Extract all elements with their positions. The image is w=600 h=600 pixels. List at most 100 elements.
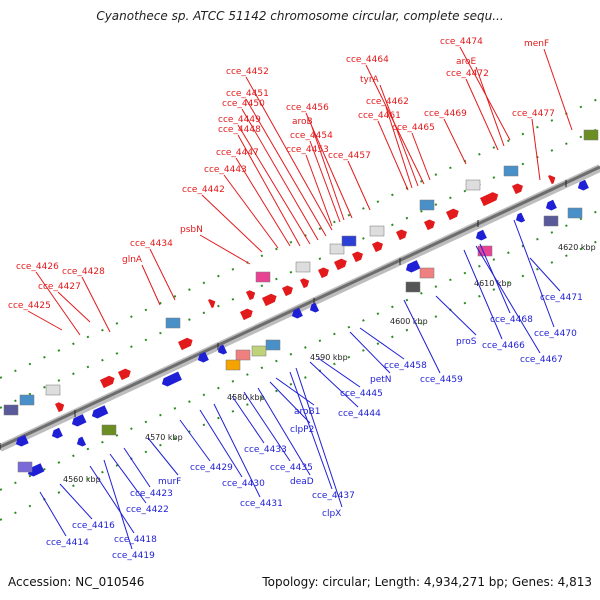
gene-box[interactable]	[419, 199, 435, 211]
forward-gene-label[interactable]: cce_4428	[62, 267, 105, 277]
gene-arrow[interactable]	[240, 307, 255, 321]
gene-box[interactable]	[405, 281, 421, 293]
forward-gene-label[interactable]: cce_4461	[358, 111, 401, 121]
reverse-gene-label[interactable]: cce_4444	[338, 409, 381, 419]
reverse-gene-label[interactable]: cce_4458	[384, 361, 427, 371]
forward-gene-label[interactable]: cce_4450	[222, 99, 265, 109]
forward-gene-label[interactable]: cce_4477	[512, 109, 555, 119]
forward-gene-label[interactable]: cce_4457	[328, 151, 371, 161]
gene-box[interactable]	[19, 394, 35, 406]
gene-arrow[interactable]	[70, 414, 87, 428]
gene-box[interactable]	[165, 317, 181, 329]
reverse-gene-label[interactable]: cce_4470	[534, 329, 577, 339]
gene-arrow[interactable]	[396, 228, 409, 241]
gene-arrow[interactable]	[404, 260, 421, 274]
reverse-gene-label[interactable]: cce_4435	[270, 463, 313, 473]
reverse-gene-label[interactable]: cce_4437	[312, 491, 355, 501]
gene-box[interactable]	[583, 129, 599, 141]
gene-arrow[interactable]	[50, 427, 63, 440]
gene-box[interactable]	[45, 384, 61, 396]
gene-arrow[interactable]	[160, 371, 182, 389]
forward-gene-label[interactable]: cce_4442	[182, 185, 225, 195]
forward-gene-label[interactable]: cce_4465	[392, 123, 435, 133]
reverse-gene-label[interactable]: cce_4445	[340, 389, 383, 399]
gene-box[interactable]	[567, 207, 583, 219]
gene-arrow[interactable]	[90, 405, 109, 420]
gene-arrow[interactable]	[100, 374, 116, 389]
forward-gene-label[interactable]: cce_4426	[16, 262, 59, 272]
forward-gene-label[interactable]: cce_4472	[446, 69, 489, 79]
reverse-gene-label[interactable]: cce_4429	[190, 463, 233, 473]
reverse-gene-label[interactable]: murF	[158, 477, 181, 487]
reverse-gene-label[interactable]: clpX	[322, 509, 341, 519]
forward-gene-label[interactable]: cce_4454	[290, 131, 333, 141]
gene-box[interactable]	[235, 349, 251, 361]
forward-gene-label[interactable]: cce_4464	[346, 55, 389, 65]
forward-gene-label[interactable]: cce_4474	[440, 37, 483, 47]
gene-arrow[interactable]	[446, 207, 461, 221]
forward-gene-label[interactable]: cce_4434	[130, 239, 173, 249]
gene-arrow[interactable]	[178, 336, 194, 351]
gene-arrow[interactable]	[576, 179, 589, 192]
gene-box[interactable]	[369, 225, 385, 237]
forward-gene-label[interactable]: psbN	[180, 225, 203, 235]
gene-arrow[interactable]	[318, 266, 331, 279]
reverse-gene-label[interactable]: cce_4431	[240, 499, 283, 509]
forward-gene-label[interactable]: cce_4448	[218, 125, 261, 135]
forward-gene-label[interactable]: cce_4452	[226, 67, 269, 77]
gene-box[interactable]	[465, 179, 481, 191]
reverse-gene-label[interactable]: cce_4419	[112, 551, 155, 561]
gene-arrow[interactable]	[372, 240, 385, 253]
gene-box[interactable]	[503, 165, 519, 177]
gene-arrow[interactable]	[514, 212, 526, 225]
reverse-gene-label[interactable]: cce_4433	[244, 445, 287, 455]
reverse-gene-label[interactable]: cce_4468	[490, 315, 533, 325]
gene-arrow[interactable]	[474, 229, 487, 242]
forward-gene-label[interactable]: cce_4427	[38, 282, 81, 292]
gene-box[interactable]	[419, 267, 435, 279]
gene-arrow[interactable]	[75, 436, 87, 449]
gene-arrow[interactable]	[14, 434, 29, 448]
gene-arrow[interactable]	[352, 250, 365, 263]
reverse-gene-label[interactable]: deaD	[290, 477, 314, 487]
gene-box[interactable]	[225, 359, 241, 371]
reverse-gene-label[interactable]: cce_4416	[72, 521, 115, 531]
gene-arrow[interactable]	[26, 463, 45, 478]
gene-arrow[interactable]	[512, 182, 525, 195]
forward-gene-label[interactable]: glnA	[122, 255, 143, 265]
gene-arrow[interactable]	[246, 289, 257, 301]
reverse-gene-label[interactable]: cce_4423	[130, 489, 173, 499]
gene-box[interactable]	[329, 243, 345, 255]
forward-gene-label[interactable]: cce_4456	[286, 103, 329, 113]
gene-box[interactable]	[17, 461, 33, 473]
gene-arrow[interactable]	[208, 297, 217, 309]
reverse-gene-label[interactable]: cce_4466	[482, 341, 525, 351]
forward-gene-label[interactable]: cce_4453	[286, 145, 329, 155]
forward-gene-label[interactable]: cce_4462	[366, 97, 409, 107]
gene-arrow[interactable]	[548, 173, 557, 185]
gene-arrow[interactable]	[300, 277, 311, 289]
gene-arrow[interactable]	[55, 401, 66, 413]
gene-box[interactable]	[265, 339, 281, 351]
reverse-gene-label[interactable]: cce_4422	[126, 505, 169, 515]
forward-gene-label[interactable]: aroB	[292, 117, 313, 127]
gene-arrow[interactable]	[308, 302, 320, 315]
forward-gene-label[interactable]: menF	[524, 39, 549, 49]
forward-gene-label[interactable]: cce_4469	[424, 109, 467, 119]
gene-arrow[interactable]	[262, 292, 278, 307]
gene-box[interactable]	[101, 424, 117, 436]
forward-gene-label[interactable]: cce_4451	[226, 89, 269, 99]
gene-box[interactable]	[3, 404, 19, 416]
forward-gene-label[interactable]: cce_4449	[218, 115, 261, 125]
forward-gene-label[interactable]: cce_4443	[204, 165, 247, 175]
gene-arrow[interactable]	[196, 351, 209, 364]
gene-box[interactable]	[295, 261, 311, 273]
reverse-gene-label[interactable]: cce_4414	[46, 538, 89, 548]
gene-arrow[interactable]	[118, 367, 133, 381]
gene-arrow[interactable]	[480, 190, 500, 207]
reverse-gene-label[interactable]: cce_4467	[520, 355, 563, 365]
reverse-gene-label[interactable]: cce_4418	[114, 535, 157, 545]
reverse-gene-label[interactable]: proS	[456, 337, 477, 347]
gene-box[interactable]	[255, 271, 271, 283]
